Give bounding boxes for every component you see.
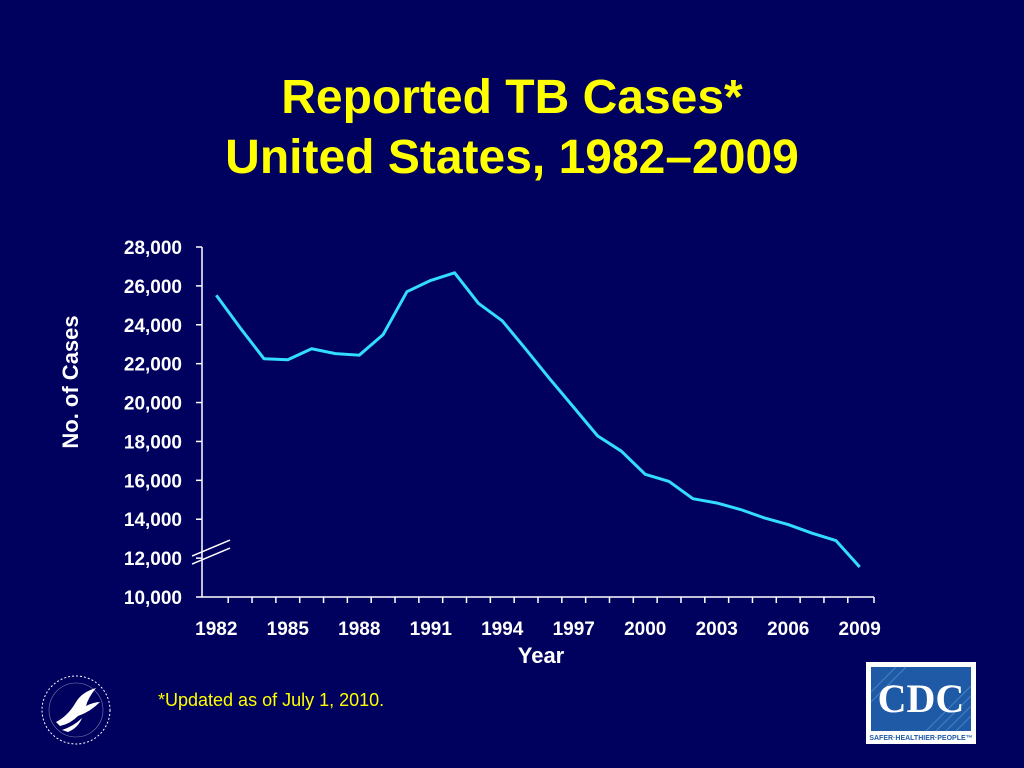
chart-series <box>215 271 861 569</box>
x-axis-label: Year <box>518 643 565 668</box>
y-tick-label: 12,000 <box>124 549 182 570</box>
y-tick-label: 20,000 <box>124 394 182 415</box>
y-tick-label: 10,000 <box>124 588 182 609</box>
x-tick-label: 1994 <box>481 619 524 640</box>
x-tick-label: 1991 <box>410 619 453 640</box>
y-tick-label: 26,000 <box>124 277 182 298</box>
x-tick-label: 2009 <box>839 619 881 640</box>
x-tick-label: 1982 <box>195 619 237 640</box>
y-tick-label: 14,000 <box>124 510 182 531</box>
chart-title: Reported TB Cases* United States, 1982–2… <box>0 68 1024 188</box>
y-tick-label: 28,000 <box>124 238 182 259</box>
x-tick-label: 2006 <box>767 619 809 640</box>
cdc-logo-icon: CDC SAFER·HEALTHIER·PEOPLE™ <box>866 662 976 744</box>
y-axis-label: No. of Cases <box>58 315 83 448</box>
y-tick-label: 24,000 <box>124 316 182 337</box>
chart-ticks: 10,000 12,000 14,000 16,000 18,000 20,000 22,0… <box>124 238 881 640</box>
y-tick-label: 16,000 <box>124 471 182 492</box>
axis-break-mark <box>191 547 231 565</box>
y-tick-label: 22,000 <box>124 355 182 376</box>
series-line-tb-cases <box>215 271 861 569</box>
x-tick-label: 1988 <box>338 619 380 640</box>
x-tick-label: 2003 <box>696 619 738 640</box>
chart-axes <box>191 247 874 598</box>
y-tick-label: 18,000 <box>124 432 182 453</box>
x-tick-label: 2000 <box>624 619 666 640</box>
cdc-logo-text: CDC <box>878 676 965 721</box>
x-tick-label: 1985 <box>267 619 310 640</box>
axis-break-mark <box>191 539 231 557</box>
title-line-1: Reported TB Cases* <box>281 71 743 124</box>
title-line-2: United States, 1982–2009 <box>225 131 799 184</box>
footnote: *Updated as of July 1, 2010. <box>158 690 385 710</box>
hhs-seal-icon <box>41 675 111 745</box>
x-tick-label: 1997 <box>553 619 595 640</box>
cdc-logo-tagline: SAFER·HEALTHIER·PEOPLE™ <box>869 735 972 742</box>
